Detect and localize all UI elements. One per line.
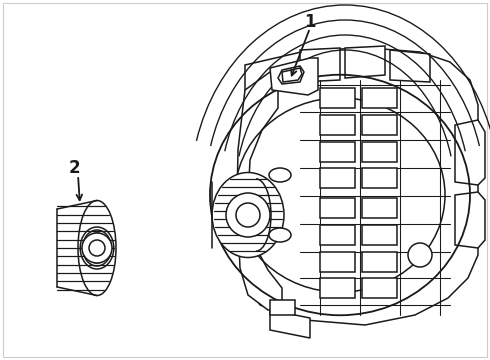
Polygon shape	[362, 278, 397, 298]
Polygon shape	[242, 48, 478, 325]
Circle shape	[89, 240, 105, 256]
Polygon shape	[278, 66, 304, 84]
Polygon shape	[362, 168, 397, 188]
Circle shape	[236, 203, 260, 227]
Ellipse shape	[269, 228, 291, 242]
Polygon shape	[362, 225, 397, 245]
Polygon shape	[237, 68, 290, 310]
Text: 2: 2	[68, 159, 80, 177]
Polygon shape	[362, 88, 397, 108]
Polygon shape	[390, 50, 430, 82]
Polygon shape	[455, 192, 485, 248]
Polygon shape	[320, 252, 355, 272]
Circle shape	[82, 233, 112, 263]
Polygon shape	[320, 225, 355, 245]
Circle shape	[408, 243, 432, 267]
Polygon shape	[320, 115, 355, 135]
Ellipse shape	[269, 168, 291, 182]
Polygon shape	[362, 142, 397, 162]
Polygon shape	[320, 278, 355, 298]
Circle shape	[226, 193, 270, 237]
Polygon shape	[362, 198, 397, 218]
Polygon shape	[362, 115, 397, 135]
Polygon shape	[320, 142, 355, 162]
Polygon shape	[300, 48, 340, 82]
Polygon shape	[270, 58, 318, 95]
Polygon shape	[362, 252, 397, 272]
Ellipse shape	[78, 201, 116, 296]
Polygon shape	[320, 198, 355, 218]
Polygon shape	[455, 120, 485, 185]
Polygon shape	[320, 168, 355, 188]
Ellipse shape	[212, 172, 284, 257]
Polygon shape	[345, 46, 385, 78]
Polygon shape	[270, 310, 310, 338]
Polygon shape	[320, 88, 355, 108]
Text: 1: 1	[304, 13, 316, 31]
Polygon shape	[270, 300, 295, 315]
